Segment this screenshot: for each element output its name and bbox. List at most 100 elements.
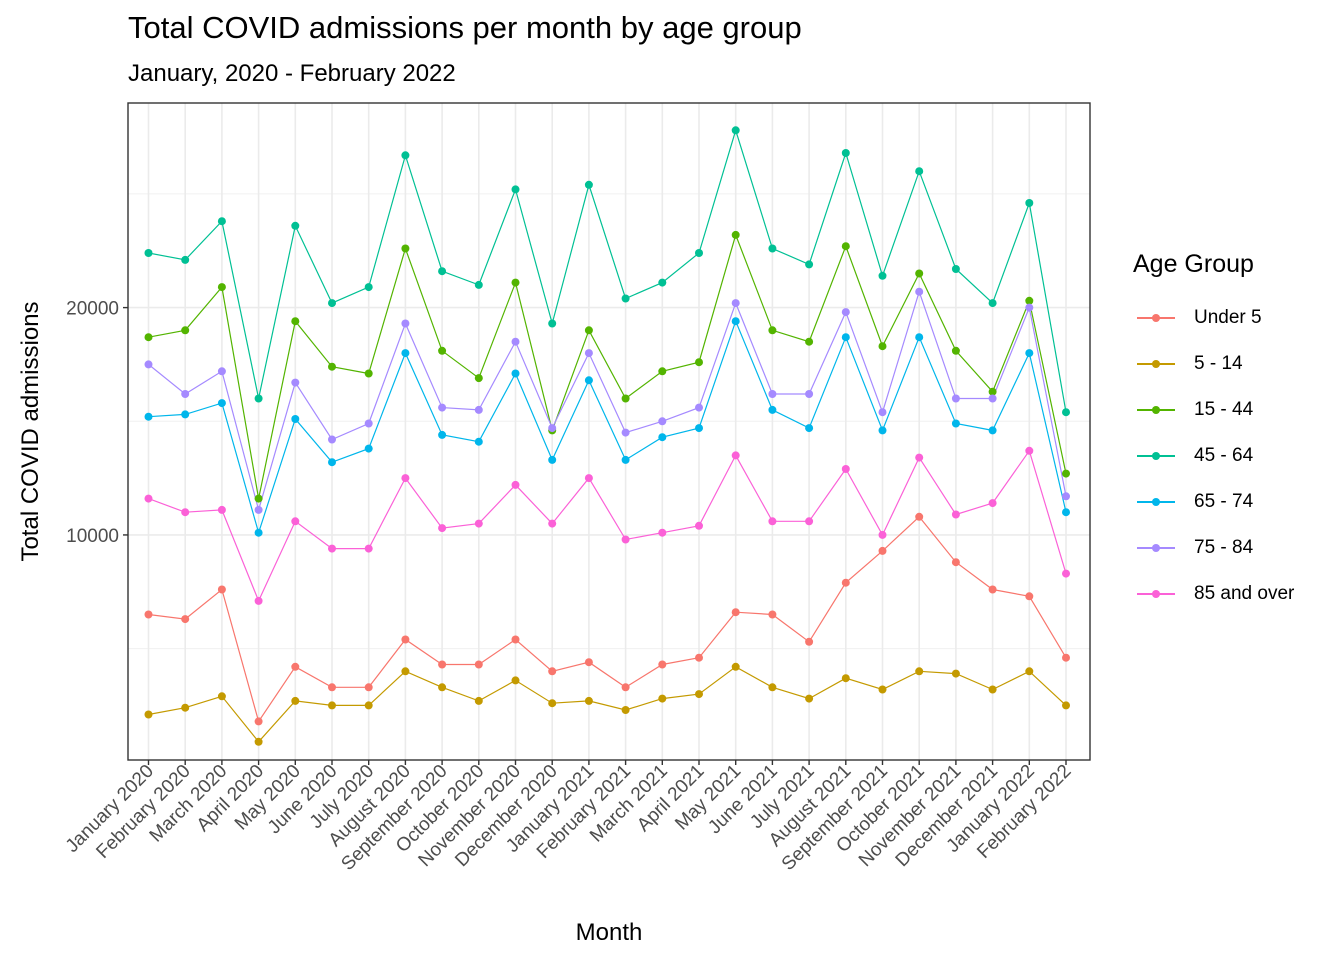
data-point [768,326,777,335]
data-point [951,510,960,519]
data-point [841,674,850,683]
data-point [181,615,190,624]
data-point [695,424,703,433]
data-point [1025,303,1034,312]
legend-label: 85 and over [1194,583,1295,604]
data-point [915,333,924,342]
data-point [474,405,483,414]
data-point [768,405,777,414]
data-point [328,362,336,371]
legend-label: 45 - 64 [1194,445,1254,466]
data-point [768,683,777,692]
data-point [988,299,997,308]
data-point [1025,446,1034,455]
data-point [401,667,410,676]
data-point [548,699,557,708]
data-point [217,283,226,292]
data-point [144,494,153,503]
data-point [731,317,740,326]
data-point [438,683,447,692]
data-point [474,696,483,705]
data-point [731,299,740,308]
data-point [621,535,630,544]
data-point [988,394,997,403]
data-point [805,694,814,703]
data-point [731,608,740,617]
legend-key-point [1152,314,1160,322]
data-point [328,701,336,710]
legend-key-point [1152,544,1160,552]
data-point [401,474,410,483]
legend-key-point [1152,406,1160,414]
data-point [548,455,557,464]
data-point [695,653,703,662]
data-point [217,217,226,226]
data-point [364,683,373,692]
data-point [291,221,300,230]
data-point [181,390,190,398]
series-line [148,289,1067,513]
data-point [988,685,997,694]
data-point [1025,592,1034,601]
data-point [328,435,336,444]
data-point [841,149,850,157]
data-point [584,326,593,335]
axis-ticks [123,306,1067,765]
data-point [621,706,630,714]
legend-key [1133,341,1179,387]
data-point [658,278,667,287]
data-point [1062,653,1070,662]
data-point [474,660,483,669]
data-point [511,337,520,346]
data-point [621,294,630,303]
data-point [988,426,997,435]
data-point [181,255,190,264]
data-point [915,167,924,176]
data-point [584,180,593,189]
data-point [144,360,153,369]
data-point [548,319,557,328]
data-point [144,333,153,342]
x-axis-title: Month [576,919,643,946]
legend-key-point [1152,498,1160,506]
data-point [328,458,336,467]
legend-item: 5 - 14 [1133,341,1294,387]
data-point [364,444,373,453]
data-point [511,676,520,685]
data-point [915,269,924,278]
data-point [217,692,226,701]
data-point [768,610,777,619]
data-point [731,126,740,135]
data-point [1062,408,1070,417]
series-line [148,128,1067,413]
data-point [584,658,593,667]
data-point [1062,701,1070,710]
data-point [841,308,850,317]
y-axis-title: Total COVID admissions [17,301,44,561]
data-point [584,376,593,385]
data-point [474,374,483,383]
data-point [438,267,447,276]
data-point [878,546,887,555]
data-point [548,667,557,676]
data-point [291,378,300,387]
data-point [328,299,336,308]
series-line [148,666,1067,743]
data-point [364,419,373,428]
legend-key [1133,571,1179,617]
data-point [988,499,997,508]
data-point [584,474,593,483]
legend-item: Under 5 [1133,295,1294,341]
data-point [254,494,263,503]
data-point [731,451,740,460]
data-point [511,635,520,644]
data-point [841,465,850,473]
legend-label: Under 5 [1194,307,1262,328]
legend-item: 75 - 84 [1133,525,1294,571]
data-point [401,244,410,253]
data-point [217,367,226,376]
data-point [401,151,410,160]
data-point [695,249,703,257]
